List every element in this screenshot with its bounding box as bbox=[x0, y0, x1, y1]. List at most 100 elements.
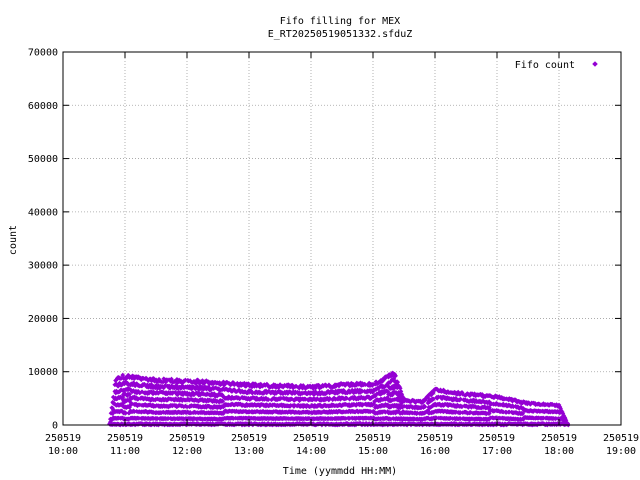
x-tick-date: 250519 bbox=[541, 433, 577, 444]
data-point bbox=[344, 395, 350, 401]
x-tick-date: 250519 bbox=[107, 433, 143, 444]
data-point bbox=[264, 390, 270, 396]
y-tick-label: 0 bbox=[52, 421, 58, 432]
data-point bbox=[234, 408, 239, 414]
data-point bbox=[123, 410, 129, 416]
data-point bbox=[241, 380, 247, 386]
data-point bbox=[289, 382, 295, 388]
x-tick-date: 250519 bbox=[293, 433, 329, 444]
data-point bbox=[167, 385, 173, 391]
data-point bbox=[347, 415, 353, 421]
x-tick-time: 12:00 bbox=[172, 446, 202, 457]
data-point bbox=[439, 396, 445, 402]
data-point bbox=[161, 390, 167, 395]
data-point bbox=[231, 380, 236, 386]
data-point bbox=[182, 390, 188, 395]
data-point bbox=[562, 415, 568, 421]
data-point bbox=[441, 387, 446, 393]
data-point bbox=[110, 405, 115, 411]
data-point bbox=[129, 401, 135, 407]
data-point bbox=[229, 381, 235, 387]
y-tick-label: 20000 bbox=[28, 314, 58, 325]
data-point bbox=[520, 411, 526, 417]
data-point bbox=[479, 399, 484, 405]
x-tick-date: 250519 bbox=[45, 433, 81, 444]
data-point bbox=[397, 397, 403, 403]
data-point bbox=[129, 389, 135, 395]
data-point bbox=[293, 389, 298, 395]
data-point bbox=[242, 389, 248, 395]
data-point bbox=[393, 373, 398, 379]
y-tick-label: 10000 bbox=[28, 367, 58, 378]
data-point bbox=[191, 378, 197, 384]
data-points bbox=[107, 370, 571, 428]
data-point bbox=[184, 390, 190, 396]
data-point bbox=[120, 372, 126, 378]
x-tick-date: 250519 bbox=[355, 433, 391, 444]
x-tick-time: 13:00 bbox=[234, 446, 264, 457]
x-tick-date: 250519 bbox=[231, 433, 267, 444]
data-point bbox=[310, 386, 316, 391]
data-point bbox=[373, 379, 379, 385]
data-point bbox=[144, 382, 150, 388]
data-point bbox=[175, 380, 181, 386]
data-point bbox=[121, 381, 127, 387]
data-point bbox=[397, 385, 403, 391]
data-point bbox=[127, 410, 132, 415]
x-tick-time: 18:00 bbox=[544, 446, 574, 457]
data-point bbox=[201, 381, 207, 387]
legend-marker bbox=[592, 61, 598, 67]
data-point bbox=[506, 409, 512, 415]
x-axis-label: Time (yymmdd HH:MM) bbox=[283, 466, 397, 477]
data-point bbox=[422, 404, 428, 410]
data-point bbox=[175, 392, 180, 397]
data-point bbox=[144, 376, 150, 382]
data-point bbox=[288, 403, 294, 408]
y-tick-label: 60000 bbox=[28, 101, 58, 112]
data-point bbox=[369, 402, 375, 408]
x-tick-date: 250519 bbox=[479, 433, 515, 444]
data-point bbox=[265, 397, 271, 402]
x-tick-time: 10:00 bbox=[48, 446, 78, 457]
data-point bbox=[306, 390, 312, 395]
data-point bbox=[343, 416, 349, 421]
x-axis-ticks: 250519 10:00 250519 11:00 250519 12:00 250519 1… bbox=[45, 52, 639, 457]
y-tick-label: 40000 bbox=[28, 207, 58, 218]
data-point bbox=[129, 375, 135, 381]
data-point bbox=[455, 389, 461, 395]
data-point bbox=[398, 388, 404, 394]
y-tick-label: 70000 bbox=[28, 48, 58, 59]
data-point bbox=[127, 404, 132, 410]
data-point bbox=[127, 398, 133, 404]
x-tick-date: 250519 bbox=[603, 433, 639, 444]
chart-subtitle: E_RT20250519051332.sfduZ bbox=[268, 29, 413, 40]
data-point bbox=[161, 385, 167, 391]
data-point bbox=[355, 409, 361, 415]
data-point bbox=[395, 379, 401, 385]
x-tick-time: 17:00 bbox=[482, 446, 512, 457]
data-point bbox=[214, 398, 220, 404]
x-tick-time: 15:00 bbox=[358, 446, 388, 457]
data-point bbox=[157, 385, 163, 391]
data-point bbox=[187, 378, 193, 384]
data-point bbox=[173, 383, 179, 389]
data-point bbox=[135, 396, 141, 402]
data-point bbox=[221, 411, 226, 416]
legend-label: Fifo count bbox=[515, 60, 575, 71]
data-point bbox=[197, 390, 202, 396]
data-point bbox=[324, 395, 330, 401]
legend: Fifo count bbox=[515, 60, 598, 71]
data-point bbox=[379, 379, 385, 384]
data-point bbox=[314, 396, 320, 402]
x-tick-date: 250519 bbox=[169, 433, 205, 444]
data-point bbox=[174, 377, 180, 382]
data-point bbox=[464, 403, 470, 409]
data-point bbox=[221, 379, 226, 385]
data-point bbox=[486, 411, 492, 416]
data-point bbox=[127, 391, 132, 397]
data-point bbox=[120, 394, 125, 400]
data-point bbox=[113, 381, 119, 387]
x-tick-date: 250519 bbox=[417, 433, 453, 444]
data-point bbox=[303, 396, 308, 402]
